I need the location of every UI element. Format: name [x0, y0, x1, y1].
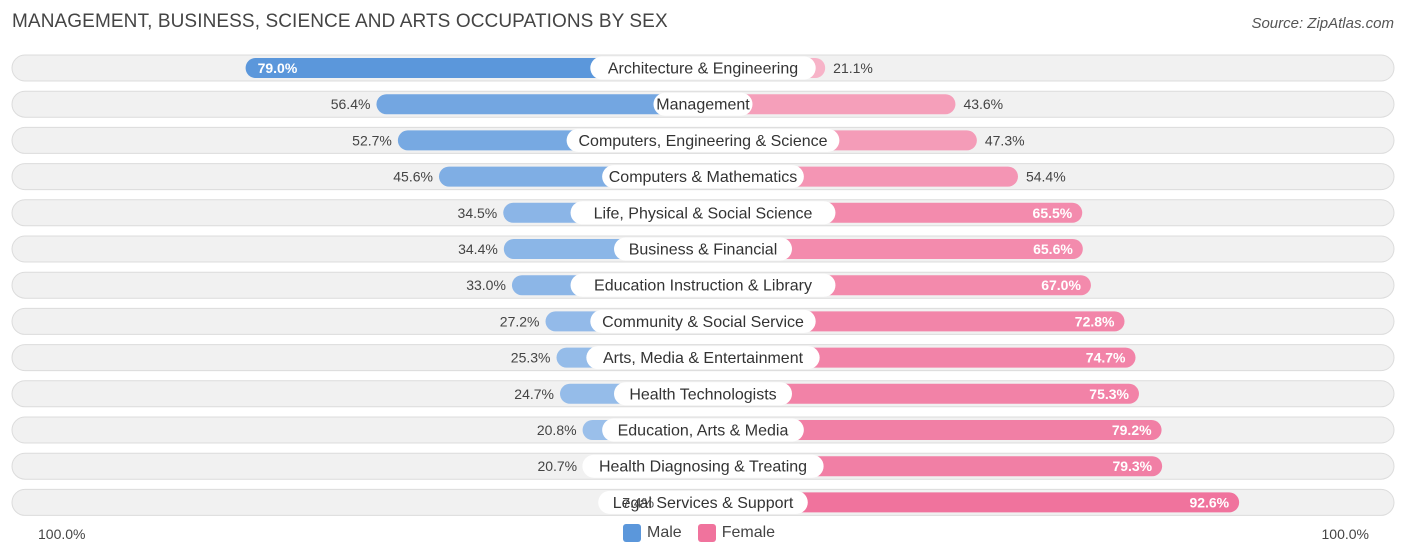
bar-male — [245, 58, 703, 78]
bar-female — [703, 492, 1240, 513]
category-label: Health Diagnosing & Treating — [599, 459, 807, 476]
value-label-female: 21.1% — [833, 60, 873, 76]
category-label: Arts, Media & Entertainment — [603, 350, 804, 367]
value-label-male: 56.4% — [331, 96, 371, 112]
bar-female — [703, 94, 956, 115]
value-label-female: 74.7% — [1086, 350, 1126, 366]
axis-label-left: 100.0% — [38, 526, 86, 542]
value-label-female: 65.6% — [1033, 241, 1073, 257]
chart-source: Source: ZipAtlas.com — [1251, 15, 1394, 32]
category-label: Architecture & Engineering — [608, 61, 798, 78]
value-label-female: 75.3% — [1089, 386, 1129, 402]
legend: Male Female — [623, 524, 791, 542]
legend-swatch-male — [623, 524, 641, 542]
category-label-pill — [614, 382, 792, 406]
category-label-pill — [566, 128, 840, 152]
legend-label-female: Female — [721, 524, 776, 541]
category-label: Computers, Engineering & Science — [578, 133, 827, 150]
value-label-male: 45.6% — [393, 169, 433, 185]
axis-label-right: 100.0% — [1321, 526, 1369, 542]
category-label-pill — [598, 490, 808, 514]
value-label-female: 65.5% — [1033, 205, 1073, 221]
value-label-female: 47.3% — [985, 132, 1025, 148]
category-label: Education, Arts & Media — [618, 423, 789, 440]
value-label-female: 79.2% — [1112, 422, 1152, 438]
category-label-pill — [602, 165, 804, 189]
value-label-female: 92.6% — [1189, 494, 1229, 510]
legend-label-male: Male — [647, 524, 682, 541]
category-label-pill — [586, 346, 820, 370]
category-label-pill — [570, 201, 836, 225]
value-label-female: 43.6% — [963, 96, 1003, 112]
bar-female — [703, 420, 1162, 440]
category-label: Health Technologists — [629, 386, 776, 403]
legend-item-female: Female — [697, 524, 776, 542]
value-label-male: 79.0% — [258, 60, 298, 76]
category-label: Community & Social Service — [602, 314, 804, 331]
value-label-female: 67.0% — [1041, 277, 1081, 293]
bar-female — [703, 383, 1139, 404]
value-label-male: 24.7% — [514, 386, 554, 402]
value-label-male: 20.8% — [537, 422, 577, 438]
value-label-male: 7.4% — [622, 494, 654, 510]
category-label-pill — [582, 454, 824, 478]
category-label: Computers & Mathematics — [609, 169, 798, 186]
value-label-male: 20.7% — [537, 458, 577, 474]
chart-title: MANAGEMENT, BUSINESS, SCIENCE AND ARTS O… — [12, 11, 668, 32]
value-label-male: 34.4% — [458, 241, 498, 257]
legend-swatch-female — [697, 524, 716, 542]
category-label-pill — [590, 56, 816, 80]
value-label-male: 25.3% — [511, 350, 551, 366]
category-label-pill — [590, 309, 816, 333]
value-label-male: 34.5% — [458, 205, 498, 221]
value-label-female: 54.4% — [1026, 169, 1066, 185]
value-label-male: 52.7% — [352, 132, 392, 148]
category-label-pill — [614, 237, 792, 261]
category-label-pill — [570, 273, 836, 297]
category-label-pill — [602, 418, 804, 442]
legend-item-male: Male — [623, 524, 682, 542]
category-label: Education Instruction & Library — [594, 278, 812, 295]
category-label: Legal Services & Support — [613, 495, 794, 512]
category-label: Business & Financial — [629, 242, 778, 259]
category-label: Management — [656, 97, 750, 114]
value-label-male: 33.0% — [466, 277, 506, 293]
value-label-male: 27.2% — [500, 313, 540, 329]
bar-male — [376, 94, 703, 115]
bar-female — [703, 239, 1083, 259]
category-label: Life, Physical & Social Science — [594, 205, 813, 222]
category-label-pill — [653, 92, 753, 116]
value-label-female: 72.8% — [1075, 313, 1115, 329]
value-label-female: 79.3% — [1112, 458, 1152, 474]
